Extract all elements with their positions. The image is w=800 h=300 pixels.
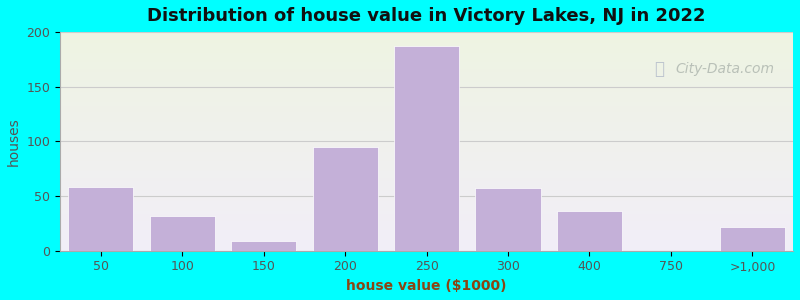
Bar [150, 216, 215, 251]
Text: Ⓜ: Ⓜ [654, 60, 664, 78]
Bar [313, 147, 378, 251]
Bar [394, 46, 459, 251]
Bar [68, 187, 134, 251]
Bar [475, 188, 541, 251]
Bar [720, 227, 785, 251]
X-axis label: house value ($1000): house value ($1000) [346, 279, 507, 293]
Title: Distribution of house value in Victory Lakes, NJ in 2022: Distribution of house value in Victory L… [147, 7, 706, 25]
Bar [231, 241, 296, 251]
Bar [557, 212, 622, 251]
Y-axis label: houses: houses [7, 117, 21, 166]
Text: City-Data.com: City-Data.com [676, 62, 774, 76]
